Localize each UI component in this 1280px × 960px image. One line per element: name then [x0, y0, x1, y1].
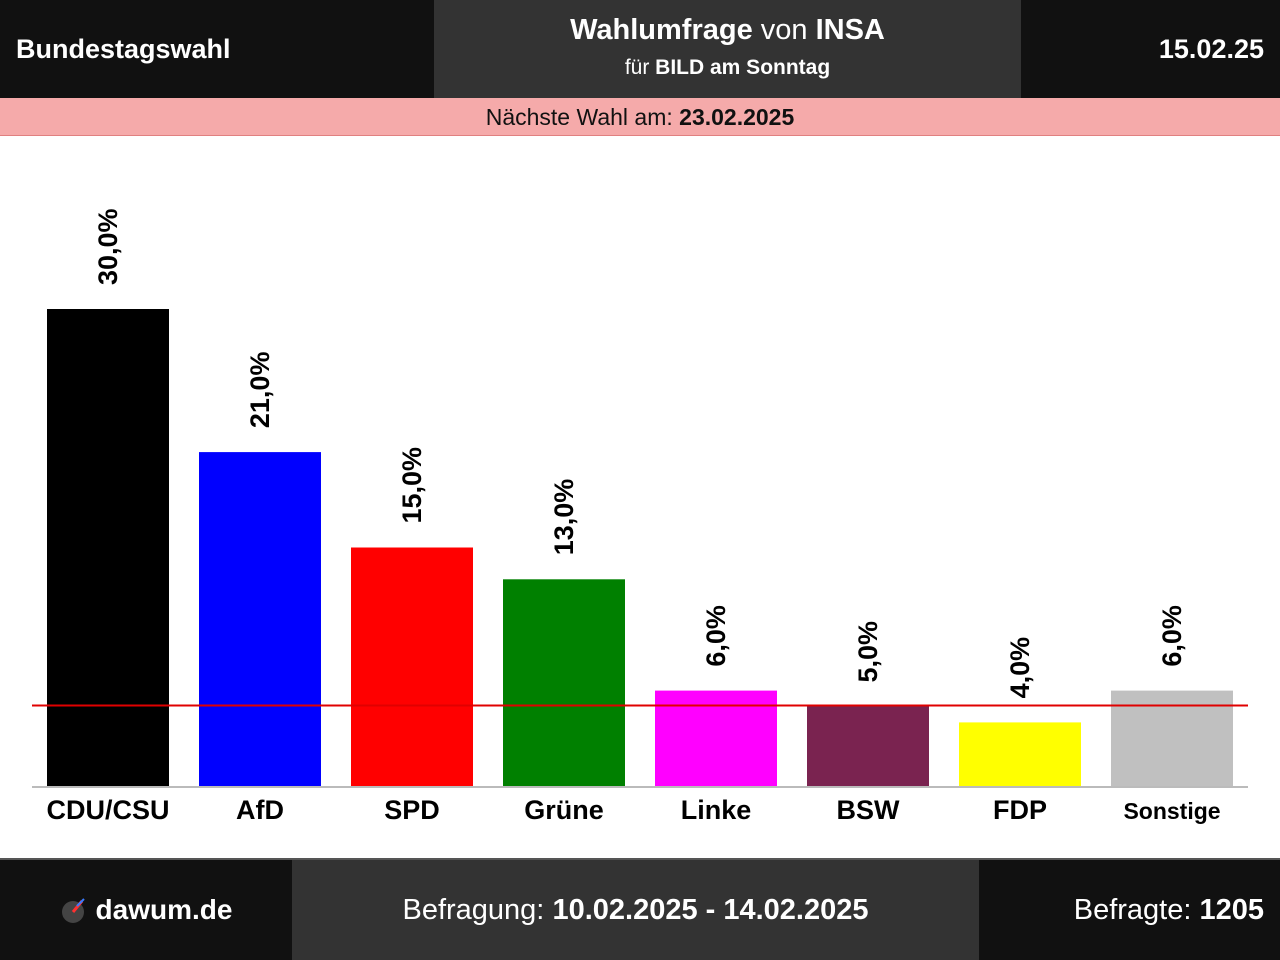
respondents-label: Befragte:	[1073, 894, 1192, 926]
category-label: FDP	[993, 795, 1047, 825]
footer-bar: dawum.de Befragung: 10.02.2025 - 14.02.2…	[0, 858, 1280, 960]
header-bar: Bundestagswahl Wahlumfrage von INSA für …	[0, 0, 1280, 98]
poll-title: Wahlumfrage von INSA	[434, 14, 1021, 47]
survey-period-value: 10.02.2025 - 14.02.2025	[552, 894, 869, 926]
value-label: 13,0%	[549, 479, 579, 556]
next-election-banner: Nächste Wahl am: 23.02.2025	[0, 98, 1280, 136]
next-election-date: 23.02.2025	[679, 104, 795, 130]
value-label: 6,0%	[701, 605, 731, 667]
category-label: Linke	[681, 795, 752, 825]
value-label: 4,0%	[1005, 637, 1035, 699]
bar-cdu-csu	[47, 309, 169, 786]
bar-gr-ne	[503, 579, 625, 786]
bar-fdp	[959, 722, 1081, 786]
category-label: SPD	[384, 795, 440, 825]
survey-period-label: Befragung:	[402, 894, 545, 926]
next-election-label: Nächste Wahl am:	[485, 104, 673, 130]
site-brand[interactable]: dawum.de	[0, 860, 292, 960]
poll-client-name: BILD am Sonntag	[655, 56, 831, 79]
bar-bsw	[807, 706, 929, 786]
pollster-name: INSA	[815, 14, 885, 46]
category-label: AfD	[236, 795, 284, 825]
poll-client: für BILD am Sonntag	[434, 56, 1021, 80]
category-label: CDU/CSU	[46, 795, 169, 825]
poll-title-box: Wahlumfrage von INSA für BILD am Sonntag	[434, 0, 1021, 98]
poll-client-prefix: für	[624, 56, 650, 79]
site-name: dawum.de	[95, 894, 233, 925]
category-label: BSW	[837, 795, 901, 825]
election-title: Bundestagswahl	[16, 34, 231, 64]
respondents-box: Befragte: 1205	[1074, 860, 1264, 960]
value-label: 30,0%	[93, 208, 123, 285]
category-label: Grüne	[524, 795, 604, 825]
poll-title-connector: von	[760, 14, 808, 46]
value-label: 6,0%	[1157, 605, 1187, 667]
poll-title-main: Wahlumfrage	[570, 14, 753, 46]
bar-afd	[199, 452, 321, 786]
poll-bar-chart: 30,0% CDU/CSU 21,0% AfD 15,0% SPD 13,0% Grüne 6,…	[32, 208, 1248, 825]
respondents-value: 1205	[1199, 894, 1264, 926]
value-label: 21,0%	[245, 352, 275, 429]
dawum-logo-icon	[61, 898, 85, 923]
publish-date: 15.02.25	[1158, 34, 1264, 64]
survey-period-box: Befragung: 10.02.2025 - 14.02.2025	[292, 860, 979, 960]
value-label: 5,0%	[853, 621, 883, 683]
bar-spd	[351, 547, 473, 786]
value-label: 15,0%	[397, 447, 427, 524]
category-label: Sonstige	[1123, 798, 1220, 824]
